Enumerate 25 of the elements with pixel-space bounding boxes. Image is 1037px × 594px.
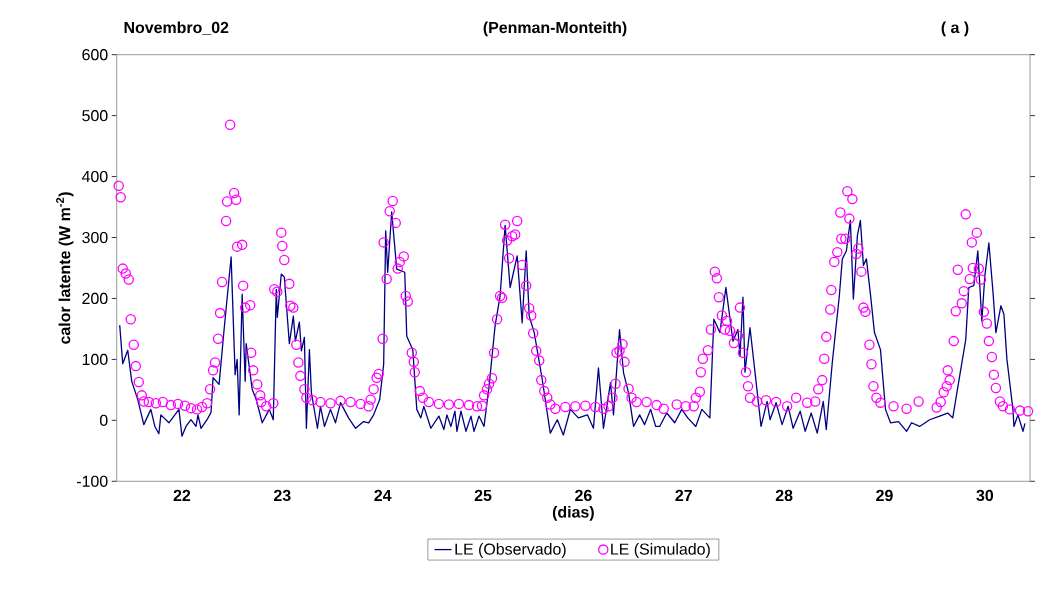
x-tick-label: 27 [675, 489, 692, 501]
line-series [119, 211, 1026, 437]
x-axis-title: (dias) [552, 505, 594, 521]
y-tick-label: 100 [82, 353, 108, 366]
x-tick-label: 26 [575, 489, 592, 502]
y-tick-label: 600 [82, 49, 108, 61]
y-tick-label: 0 [99, 414, 108, 426]
legend-label: LE (Observado) [455, 543, 566, 558]
x-tick-label: 29 [876, 489, 893, 502]
y-tick-label: -100 [76, 475, 108, 487]
y-tick-label: 500 [82, 109, 108, 122]
chart-title: Novembro_02 [124, 21, 229, 35]
y-axis-title: calor latente (W m$^{-2}$) [56, 192, 74, 344]
x-tick-label: 23 [273, 489, 291, 502]
x-tick-label: 22 [173, 489, 191, 501]
x-tick-label: 24 [374, 489, 392, 501]
x-tick-label: 28 [775, 489, 793, 502]
y-tick-label: 300 [82, 231, 108, 244]
x-tick-label: 30 [976, 489, 994, 502]
legend-label: LE (Simulado) [611, 543, 710, 558]
x-tick-label: 25 [474, 489, 492, 502]
text: ( a ) [941, 21, 969, 37]
y-tick-label: 400 [81, 170, 108, 183]
y-tick-label: 200 [82, 292, 108, 305]
chart-subtitle: (Penman-Monteith) [483, 21, 627, 37]
